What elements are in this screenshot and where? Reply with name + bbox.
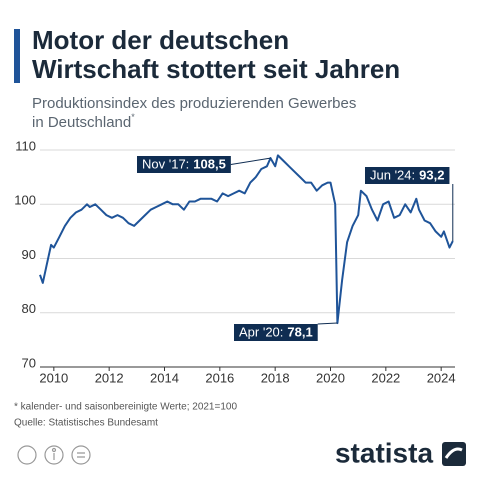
annotation-label: Jun '24:: [370, 168, 415, 183]
footnote: * kalender- und saisonbereinigte Werte; …: [14, 402, 237, 413]
icon: [17, 445, 37, 465]
annotation: Apr '20: 78,1: [234, 322, 338, 341]
annotation: Nov '17: 108,5: [137, 156, 271, 173]
annotation-label: Nov '17:: [142, 157, 189, 172]
title-bar: [14, 29, 20, 83]
x-tick-label: 2010: [39, 370, 68, 385]
logo-box: [442, 442, 466, 466]
subtitle-line: in Deutschland: [32, 114, 131, 131]
brand-logo: [442, 442, 466, 466]
source: Quelle: Statistisches Bundesamt: [14, 418, 158, 429]
annotation-value: 78,1: [287, 325, 312, 340]
annotation-value: 108,5: [193, 157, 226, 172]
x-tick-label: 2018: [261, 370, 290, 385]
subtitle: in Deutschland*: [32, 112, 135, 131]
y-tick-label: 70: [22, 355, 36, 370]
annotation-box: [137, 156, 231, 173]
x-tick-label: 2020: [316, 370, 345, 385]
subtitle-mark: *: [131, 112, 135, 122]
annotation-connector: [317, 322, 338, 325]
annotation: Jun '24: 93,2: [365, 167, 454, 242]
x-tick-label: 2016: [205, 370, 234, 385]
annotation-text: Jun '24: 93,2: [370, 168, 444, 183]
subtitle: Produktionsindex des produzierenden Gewe…: [32, 95, 356, 112]
x-tick-label: 2024: [427, 370, 456, 385]
annotation-box: [234, 324, 318, 341]
y-tick-label: 90: [22, 247, 36, 262]
chart-title: Motor der deutschen: [32, 25, 289, 55]
annotation-connector: [230, 157, 271, 165]
y-tick-label: 100: [14, 193, 36, 208]
icon: [51, 447, 57, 453]
annotation-value: 93,2: [419, 168, 444, 183]
x-tick-label: 2014: [150, 370, 179, 385]
chart-title: Wirtschaft stottert seit Jahren: [32, 54, 400, 84]
data-line: [39, 154, 454, 325]
annotation-label: Apr '20:: [239, 325, 283, 340]
icon: [77, 452, 85, 458]
icon: [44, 445, 64, 465]
y-tick-label: 80: [22, 301, 36, 316]
x-tick-label: 2012: [95, 370, 124, 385]
annotation-text: Nov '17: 108,5: [142, 157, 226, 172]
y-tick-label: 110: [15, 138, 36, 153]
x-tick-label: 2022: [371, 370, 400, 385]
icon: [71, 445, 91, 465]
annotation-box: [365, 167, 450, 184]
annotation-text: Apr '20: 78,1: [239, 325, 313, 340]
license-icons: [17, 445, 91, 465]
brand: statista: [335, 437, 433, 468]
logo-wave: [444, 447, 463, 459]
